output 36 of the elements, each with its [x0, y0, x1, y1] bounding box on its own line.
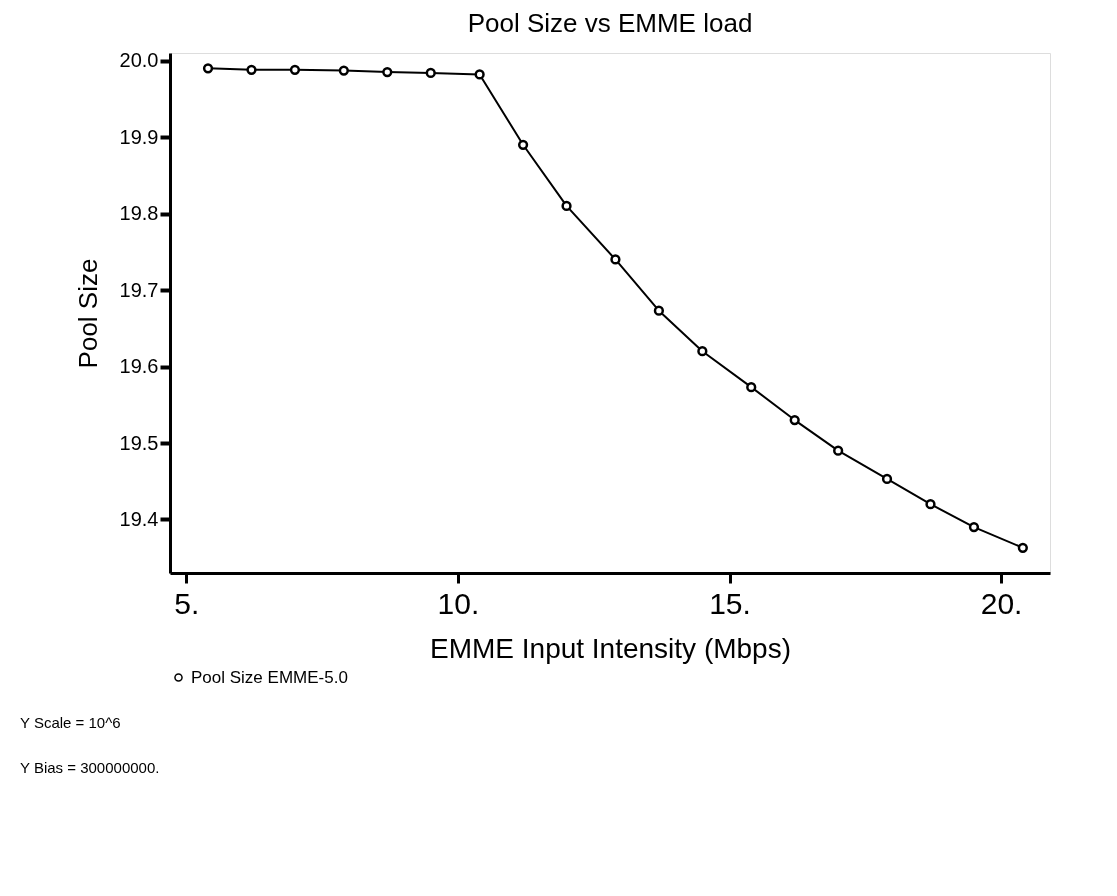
text: Y Bias = 300000000. — [20, 759, 160, 776]
point — [474, 69, 485, 80]
point — [653, 305, 665, 316]
point — [338, 65, 349, 76]
legend-label: Pool Size EMME-5.0 — [191, 667, 348, 687]
x-tick-label: 15. — [709, 586, 751, 620]
point — [561, 200, 572, 212]
point — [517, 139, 529, 150]
y-tick-label: 19.4 — [119, 507, 159, 530]
x-tick-label: 10. — [437, 586, 480, 620]
point — [610, 254, 621, 265]
y-tick-label: 19.7 — [119, 278, 159, 301]
x-tick-label: 20. — [980, 586, 1023, 620]
point — [1017, 542, 1028, 553]
y-tick-label: 20.0 — [119, 49, 159, 72]
point — [425, 67, 436, 78]
y-tick-label: 19.8 — [119, 202, 159, 225]
point — [289, 64, 301, 75]
point — [789, 414, 800, 426]
y-tick-label: 19.5 — [119, 431, 159, 454]
point — [968, 522, 980, 533]
y-tick-label: 19.9 — [119, 125, 159, 148]
point — [833, 445, 844, 456]
point — [202, 63, 214, 74]
point — [697, 346, 708, 357]
point — [881, 473, 893, 485]
x-axis-title: EMME Input Intensity (Mbps) — [429, 632, 792, 664]
x-tick-label: 5. — [174, 586, 200, 620]
point — [746, 382, 757, 393]
y-axis-title: Pool Size — [72, 258, 103, 369]
chart-title: Pool Size vs EMME load — [467, 7, 753, 38]
text: Y Scale = 10^6 — [20, 714, 121, 731]
y-tick-label: 19.6 — [119, 355, 159, 378]
point — [925, 499, 936, 510]
point — [382, 67, 393, 78]
point — [246, 64, 257, 75]
